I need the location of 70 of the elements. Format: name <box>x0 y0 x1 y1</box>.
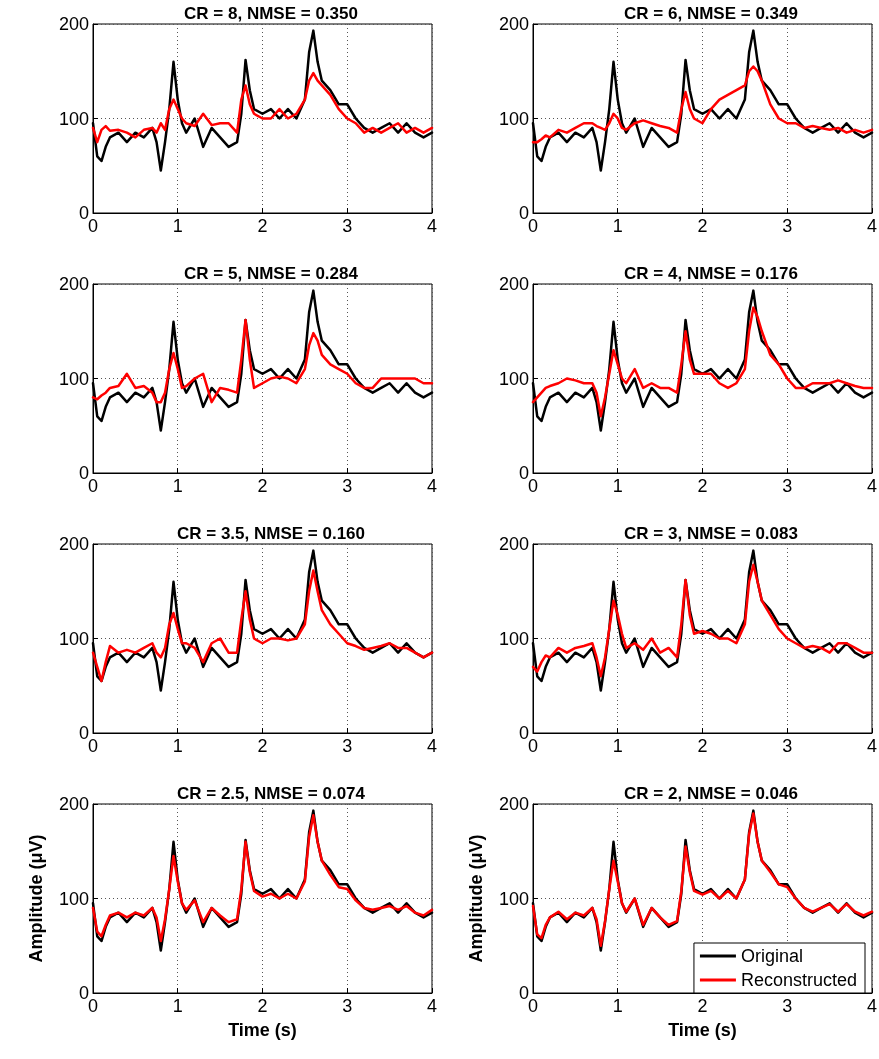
x-tick-label: 1 <box>612 736 623 756</box>
y-tick-label: 0 <box>78 203 89 223</box>
chart-title: CR = 5, NMSE = 0.284 <box>184 264 359 283</box>
x-tick-label: 2 <box>257 476 268 496</box>
y-tick-label: 0 <box>518 203 529 223</box>
x-tick-label: 3 <box>782 216 793 236</box>
x-tick-label: 4 <box>866 736 877 756</box>
y-tick-label: 0 <box>78 723 89 743</box>
x-tick-label: 4 <box>866 216 877 236</box>
x-tick-label: 4 <box>426 476 437 496</box>
x-axis-title: Time (s) <box>668 1020 737 1040</box>
x-tick-label: 3 <box>342 996 353 1016</box>
y-tick-label: 200 <box>58 534 89 554</box>
y-axis-title: Amplitude (μV) <box>466 834 486 963</box>
x-tick-label: 1 <box>172 996 183 1016</box>
y-tick-label: 100 <box>58 628 89 649</box>
y-tick-label: 100 <box>498 368 529 389</box>
chart-title: CR = 6, NMSE = 0.349 <box>624 4 798 23</box>
x-tick-label: 3 <box>782 476 793 496</box>
y-tick-label: 0 <box>78 983 89 1003</box>
y-tick-label: 100 <box>58 368 89 389</box>
y-tick-label: 100 <box>58 108 89 129</box>
y-tick-label: 0 <box>518 463 529 483</box>
y-tick-label: 100 <box>58 888 89 909</box>
chart-title: CR = 4, NMSE = 0.176 <box>624 264 798 283</box>
x-tick-label: 1 <box>612 476 623 496</box>
y-tick-label: 200 <box>498 794 529 814</box>
chart-title: CR = 8, NMSE = 0.350 <box>184 4 358 23</box>
y-tick-label: 200 <box>58 274 89 294</box>
y-tick-label: 200 <box>498 14 529 34</box>
x-tick-label: 2 <box>697 476 708 496</box>
chart-title: CR = 3, NMSE = 0.083 <box>624 524 798 543</box>
y-tick-label: 0 <box>518 723 529 743</box>
y-tick-label: 200 <box>498 274 529 294</box>
x-tick-label: 2 <box>257 736 268 756</box>
x-tick-label: 1 <box>612 996 623 1016</box>
x-tick-label: 1 <box>172 216 183 236</box>
y-tick-label: 100 <box>498 888 529 909</box>
chart-title: CR = 3.5, NMSE = 0.160 <box>176 524 366 543</box>
x-tick-label: 1 <box>172 476 183 496</box>
x-tick-label: 4 <box>866 996 877 1016</box>
x-tick-label: 3 <box>782 736 793 756</box>
chart-title: CR = 2, NMSE = 0.046 <box>624 784 798 803</box>
x-tick-label: 4 <box>426 216 437 236</box>
legend-label: Reconstructed <box>740 970 857 990</box>
y-tick-label: 200 <box>58 14 89 34</box>
x-tick-label: 2 <box>257 216 268 236</box>
x-tick-label: 3 <box>342 476 353 496</box>
legend-label: Original <box>740 946 803 966</box>
x-tick-label: 2 <box>697 736 708 756</box>
x-tick-label: 1 <box>172 736 183 756</box>
x-axis-title: Time (s) <box>228 1020 297 1040</box>
y-axis-title: Amplitude (μV) <box>26 834 46 963</box>
x-tick-label: 3 <box>782 996 793 1016</box>
x-tick-label: 4 <box>426 736 437 756</box>
x-tick-label: 4 <box>866 476 877 496</box>
y-tick-label: 0 <box>78 463 89 483</box>
y-tick-label: 0 <box>518 983 529 1003</box>
y-tick-label: 100 <box>498 628 529 649</box>
y-tick-label: 200 <box>58 794 89 814</box>
x-tick-label: 3 <box>342 736 353 756</box>
x-tick-label: 2 <box>697 216 708 236</box>
x-tick-label: 3 <box>342 216 353 236</box>
x-tick-label: 1 <box>612 216 623 236</box>
chart-title: CR = 2.5, NMSE = 0.074 <box>176 784 366 803</box>
x-tick-label: 2 <box>257 996 268 1016</box>
x-tick-label: 4 <box>426 996 437 1016</box>
y-tick-label: 200 <box>498 534 529 554</box>
x-tick-label: 2 <box>697 996 708 1016</box>
y-tick-label: 100 <box>498 108 529 129</box>
